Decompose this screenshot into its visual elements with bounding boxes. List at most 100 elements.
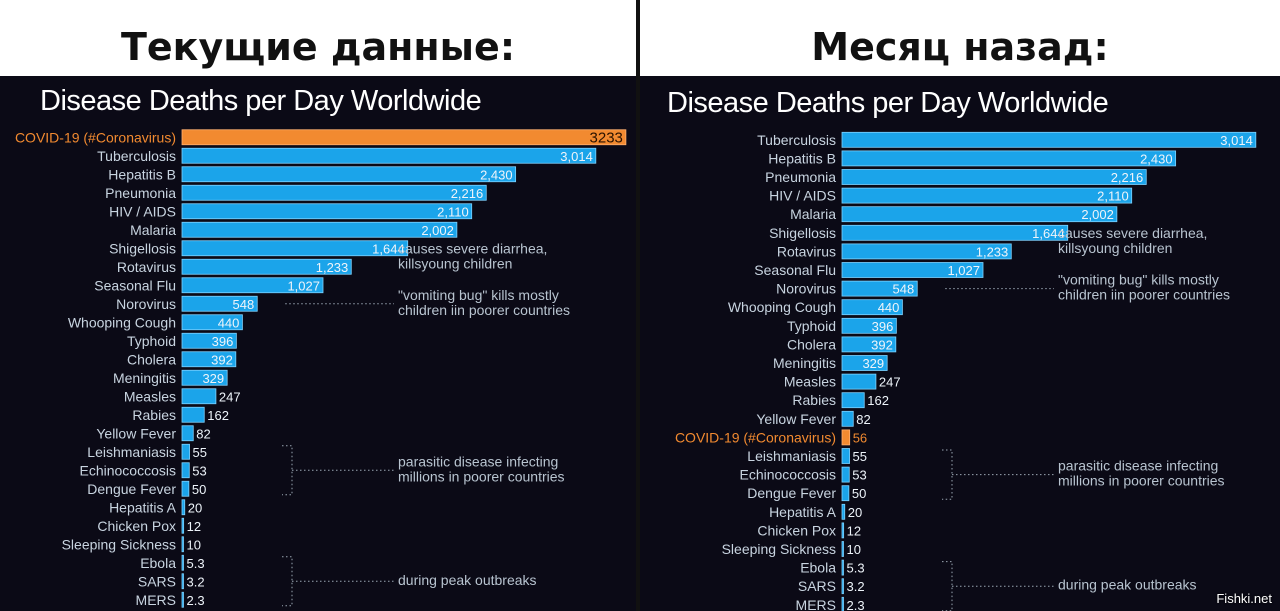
bar-typhoid <box>841 317 897 334</box>
value-label-rabies: 162 <box>207 408 229 423</box>
value-label-echinococcosis: 53 <box>192 463 206 478</box>
category-label-pneumonia: Pneumonia <box>105 185 176 201</box>
bar-covid-19-coronavirus <box>181 129 627 146</box>
right-heading: Месяц назад: <box>811 25 1109 69</box>
bar-measles <box>841 373 877 390</box>
bar-seasonal-flu <box>841 262 984 278</box>
value-label-sars: 3.2 <box>847 579 865 594</box>
value-label-rotavirus: 1,233 <box>316 260 349 275</box>
category-label-yellow-fever: Yellow Fever <box>756 411 836 427</box>
value-label-measles: 247 <box>219 389 241 404</box>
bar-whooping-cough <box>841 299 903 316</box>
bar-rabies <box>181 406 205 423</box>
category-label-tuberculosis: Tuberculosis <box>97 148 176 164</box>
value-label-leishmaniasis: 55 <box>853 449 867 464</box>
value-label-hepatitis-b: 2,430 <box>1140 151 1173 166</box>
value-label-sars: 3.2 <box>187 574 205 589</box>
annotation-text: children iin poorer countries <box>1058 287 1230 303</box>
value-label-seasonal-flu: 1,027 <box>287 278 320 293</box>
bar-cholera <box>841 336 897 353</box>
annotation-text: killsyoung children <box>1058 240 1172 256</box>
current-data-panel: Disease Deaths per Day Worldwide COVID-19… <box>0 76 636 611</box>
annotation-text: causes severe diarrhea, <box>398 241 547 257</box>
bar-ebola <box>841 559 844 576</box>
annotation-text: millions in poorer countries <box>398 468 565 484</box>
category-label-sars: SARS <box>798 578 836 594</box>
bar-yellow-fever <box>181 425 194 442</box>
bar-malaria <box>181 221 458 238</box>
value-label-leishmaniasis: 55 <box>193 445 207 460</box>
category-label-typhoid: Typhoid <box>787 318 836 334</box>
value-label-yellow-fever: 82 <box>196 426 210 441</box>
annotation-text: parasitic disease infecting <box>1058 458 1218 474</box>
value-label-whooping-cough: 440 <box>878 300 900 315</box>
category-label-hiv-aids: HIV / AIDS <box>109 203 176 219</box>
category-label-hepatitis-a: Hepatitis A <box>769 504 837 520</box>
value-label-covid-19-coronavirus: 56 <box>853 430 867 445</box>
value-label-ebola: 5.3 <box>187 556 205 571</box>
bar-mers <box>181 591 184 608</box>
month-ago-deaths-bar-chart: Disease Deaths per Day Worldwide Tubercul… <box>667 87 1257 611</box>
category-label-sleeping-sickness: Sleeping Sickness <box>722 541 836 557</box>
bar-echinococcosis <box>181 462 190 479</box>
category-label-mers: MERS <box>796 597 836 611</box>
category-label-sleeping-sickness: Sleeping Sickness <box>62 536 176 552</box>
category-label-meningitis: Meningitis <box>113 370 176 386</box>
annotation-bracket <box>942 449 1054 500</box>
bar-tuberculosis <box>841 131 1257 148</box>
value-label-hepatitis-a: 20 <box>848 505 862 520</box>
category-label-covid-19-coronavirus: COVID-19 (#Coronavirus) <box>15 129 176 145</box>
value-label-dengue-fever: 50 <box>192 482 206 497</box>
category-label-chicken-pox: Chicken Pox <box>757 522 836 538</box>
value-label-shigellosis: 1,644 <box>372 241 405 256</box>
category-label-seasonal-flu: Seasonal Flu <box>754 262 836 278</box>
category-label-pneumonia: Pneumonia <box>765 169 836 185</box>
bar-sleeping-sickness <box>841 541 844 557</box>
bar-meningitis <box>181 369 228 386</box>
value-label-hiv-aids: 2,110 <box>1097 189 1129 204</box>
month-ago-panel: Disease Deaths per Day Worldwide Tubercul… <box>640 76 1280 611</box>
category-label-measles: Measles <box>784 374 836 390</box>
annotation-text: causes severe diarrhea, <box>1058 225 1207 241</box>
bar-cholera <box>181 351 237 368</box>
bar-sars <box>841 578 844 595</box>
bar-hiv-aids <box>841 187 1133 204</box>
value-label-ebola: 5.3 <box>847 561 865 576</box>
bar-whooping-cough <box>181 314 243 331</box>
value-label-whooping-cough: 440 <box>218 315 240 330</box>
category-label-shigellosis: Shigellosis <box>769 225 836 241</box>
bar-hiv-aids <box>181 203 473 220</box>
chart-title: Disease Deaths per Day Worldwide <box>667 87 1108 119</box>
left-heading: Текущие данные: <box>120 25 516 69</box>
bar-ebola <box>181 554 184 571</box>
value-label-sleeping-sickness: 10 <box>187 537 201 552</box>
value-label-norovirus: 548 <box>893 282 915 297</box>
current-deaths-bar-chart: Disease Deaths per Day Worldwide COVID-19… <box>15 85 627 608</box>
category-label-cholera: Cholera <box>127 351 176 367</box>
annotation-text: children iin poorer countries <box>398 302 570 318</box>
value-label-cholera: 392 <box>871 337 893 352</box>
bar-pneumonia <box>181 184 487 201</box>
annotation-text: parasitic disease infecting <box>398 453 558 469</box>
value-label-rabies: 162 <box>867 393 889 408</box>
category-label-malaria: Malaria <box>130 222 176 238</box>
category-label-malaria: Malaria <box>790 206 836 222</box>
annotation-text: "vomiting bug" kills mostly <box>1058 272 1219 288</box>
value-label-mers: 2.3 <box>187 593 205 608</box>
value-label-rotavirus: 1,233 <box>976 244 1009 259</box>
value-label-tuberculosis: 3,014 <box>560 149 593 164</box>
value-label-norovirus: 548 <box>233 297 255 312</box>
annotation-bracket <box>942 561 1054 611</box>
bar-chicken-pox <box>181 517 185 534</box>
category-label-ebola: Ebola <box>140 555 176 571</box>
category-label-hepatitis-a: Hepatitis A <box>109 499 177 515</box>
bar-echinococcosis <box>841 466 850 483</box>
bar-rabies <box>841 392 865 409</box>
value-label-pneumonia: 2,216 <box>1111 170 1144 185</box>
bar-dengue-fever <box>841 485 850 502</box>
category-label-measles: Measles <box>124 388 176 404</box>
category-label-whooping-cough: Whooping Cough <box>68 314 176 330</box>
category-label-rotavirus: Rotavirus <box>117 259 176 275</box>
bar-seasonal-flu <box>181 277 324 294</box>
category-label-chicken-pox: Chicken Pox <box>97 518 176 534</box>
